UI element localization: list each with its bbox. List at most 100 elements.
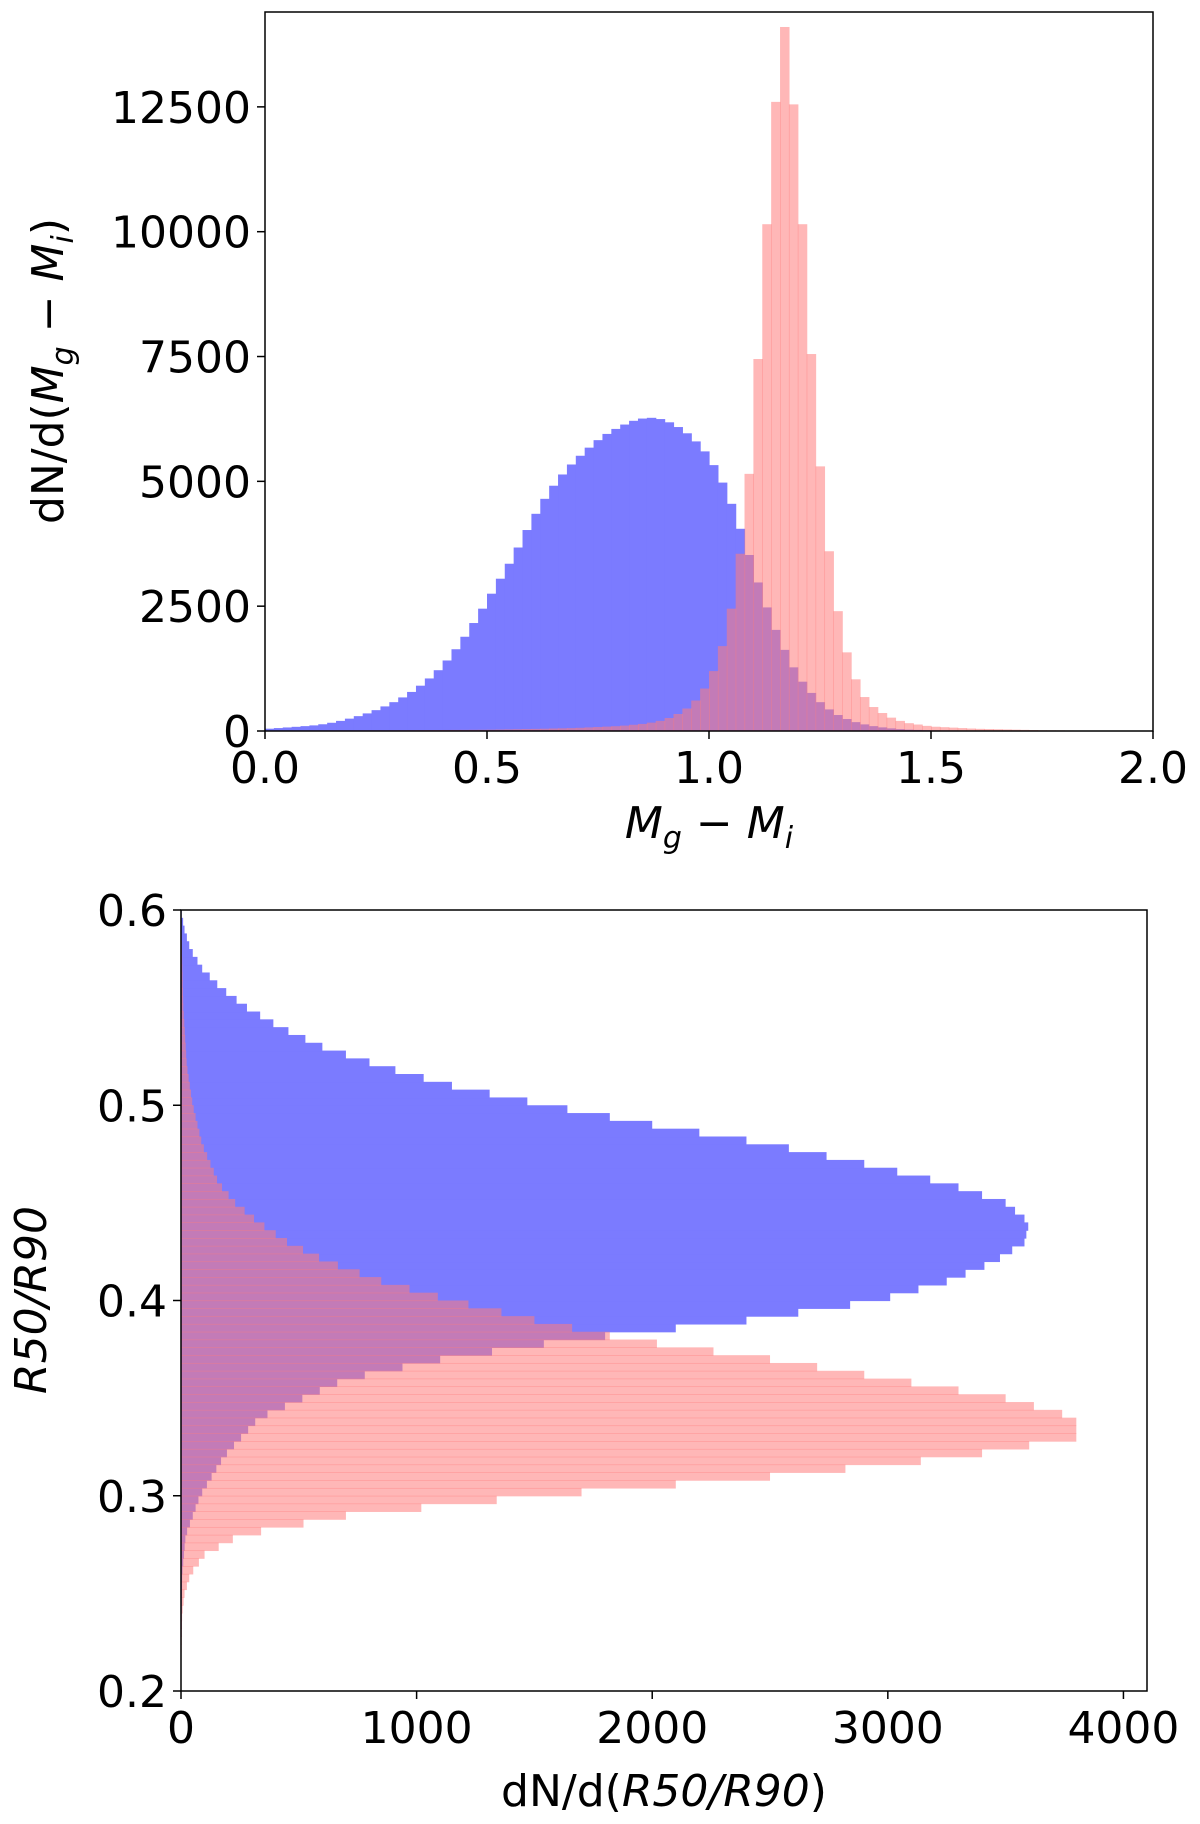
color-histogram-y-tick-label: 7500: [139, 333, 251, 384]
color-histogram-bar: [531, 513, 541, 731]
color-histogram-y-tick-label: 12500: [111, 83, 251, 134]
concentration-histogram-bar: [181, 1136, 747, 1145]
color-histogram-bar: [629, 420, 639, 731]
color-histogram-x-tick-label: 0.0: [230, 743, 300, 794]
concentration-histogram-bar: [181, 1230, 1027, 1239]
color-histogram-bar: [806, 354, 817, 731]
concentration-histogram-bar: [181, 1284, 919, 1294]
concentration-histogram-bar: [181, 1534, 233, 1544]
concentration-histogram-bar: [181, 1362, 818, 1372]
concentration-histogram-bar: [181, 1105, 194, 1114]
concentration-histogram-x-tick-label: 4000: [1067, 1703, 1179, 1754]
concentration-histogram-bar: [181, 1183, 222, 1192]
concentration-histogram-bar: [181, 1269, 966, 1278]
concentration-histogram-bar: [181, 1222, 1029, 1231]
color-histogram-bar: [735, 553, 746, 731]
concentration-histogram-x-tick-label: 0: [167, 1703, 195, 1754]
concentration-histogram-bar: [181, 1292, 891, 1302]
concentration-histogram-bar: [181, 1222, 265, 1231]
color-histogram-bar: [265, 728, 275, 731]
concentration-histogram-x-tick-label: 2000: [596, 1703, 708, 1754]
color-histogram-bar: [469, 623, 479, 731]
color-histogram-bar: [815, 466, 826, 731]
concentration-histogram-bar: [181, 1191, 229, 1200]
concentration-histogram-bar: [181, 1058, 187, 1067]
color-histogram-bar: [629, 724, 639, 731]
concentration-histogram-bar: [181, 1003, 184, 1013]
color-histogram-x-tick-label: 1.5: [896, 743, 966, 794]
color-histogram-bar: [709, 671, 719, 731]
concentration-histogram-bar: [181, 1198, 1006, 1208]
concentration-histogram-x-axis-label: dN/d(R50/R90): [501, 1766, 827, 1817]
concentration-histogram-bar: [181, 1175, 931, 1184]
concentration-histogram-bar: [181, 1066, 188, 1075]
color-histogram-bar: [691, 700, 701, 731]
concentration-histogram-bar: [181, 1378, 912, 1388]
color-histogram-ticks: 0.0 0.5 1.0 1.5 2.0 0 2500 5000 7500 10000 12500: [111, 83, 1188, 794]
color-histogram-bar: [895, 720, 905, 731]
concentration-histogram-bar: [181, 1167, 898, 1177]
concentration-histogram-bar: [181, 1589, 185, 1598]
concentration-histogram-y-tick-label: 0.6: [97, 886, 167, 937]
color-histogram-bar: [682, 433, 692, 731]
color-histogram-y-tick-label: 2500: [139, 582, 251, 633]
concentration-histogram-bar: [181, 1495, 497, 1505]
concentration-histogram-bar: [181, 1144, 789, 1153]
concentration-histogram-bar: [181, 1323, 573, 1333]
color-histogram-bar: [957, 728, 968, 731]
color-histogram-bar: [984, 729, 994, 731]
color-histogram-bar: [762, 224, 772, 731]
color-histogram-bar: [566, 728, 577, 731]
concentration-histogram-bar: [181, 972, 210, 981]
concentration-histogram-bar: [181, 1230, 276, 1239]
color-histogram-x-axis-label: Mg − Mi: [625, 798, 794, 856]
concentration-histogram-bar: [181, 1573, 190, 1583]
color-histogram-bar: [993, 729, 1003, 731]
concentration-histogram-bar: [181, 1566, 194, 1575]
concentration-histogram-ticks: 0 1000 2000 3000 4000 0.2 0.3 0.4 0.5 0.6: [97, 886, 1179, 1754]
color-histogram-bar: [353, 716, 364, 731]
concentration-histogram-bar: [181, 1042, 323, 1052]
concentration-histogram-bar: [181, 1261, 338, 1270]
color-histogram-bar: [620, 424, 630, 731]
color-histogram-bar: [833, 611, 843, 731]
color-histogram-bar: [824, 551, 834, 731]
color-histogram-bar: [611, 726, 621, 731]
concentration-histogram-bar: [181, 1144, 204, 1153]
concentration-histogram-bar: [181, 956, 198, 966]
concentration-histogram-bar: [181, 1550, 205, 1559]
color-histogram-bar: [566, 464, 577, 731]
color-histogram-x-tick-label: 0.5: [452, 743, 522, 794]
concentration-histogram-bar: [181, 1027, 289, 1036]
color-histogram-bar: [611, 428, 621, 731]
concentration-histogram-bar: [181, 1097, 528, 1106]
concentration-histogram-bar: [181, 972, 183, 981]
concentration-histogram-bar: [181, 1472, 771, 1481]
color-histogram-y-axis-label: dN/d(Mg − Mi): [23, 218, 81, 524]
concentration-histogram-bar: [181, 1003, 247, 1013]
color-histogram-bar: [922, 725, 932, 731]
concentration-histogram-bar: [181, 1089, 192, 1099]
color-histogram-bar: [975, 728, 985, 731]
color-histogram-bar: [371, 710, 382, 731]
concentration-histogram-bar: [181, 1402, 1034, 1411]
concentration-histogram-bar: [181, 1167, 214, 1177]
color-histogram-bar: [442, 660, 453, 731]
color-histogram-bar: [664, 718, 675, 731]
color-histogram-bar: [584, 447, 595, 731]
concentration-histogram-bar: [181, 1058, 370, 1067]
concentration-histogram-bar: [181, 1105, 568, 1114]
color-histogram-bar: [291, 726, 302, 731]
color-histogram-bar: [877, 713, 888, 731]
color-histogram-bar: [664, 422, 675, 731]
concentration-histogram-bar: [181, 1027, 185, 1036]
concentration-histogram-bar: [181, 941, 190, 950]
concentration-histogram-bar: [181, 1605, 183, 1614]
concentration-histogram-bar: [181, 1152, 827, 1161]
color-histogram-bar: [868, 707, 879, 731]
color-histogram-bar: [788, 104, 799, 732]
color-histogram-bar: [495, 578, 506, 731]
concentration-histogram-bar: [181, 1292, 438, 1302]
concentration-histogram-bar: [181, 1487, 582, 1497]
color-histogram-bar: [513, 729, 524, 731]
